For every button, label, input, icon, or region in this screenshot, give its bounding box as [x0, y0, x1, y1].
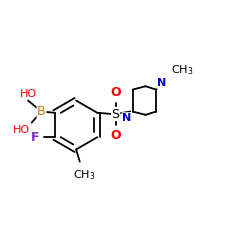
Text: O: O	[110, 86, 121, 99]
Text: N: N	[122, 113, 132, 123]
Text: B: B	[37, 105, 46, 118]
Text: N: N	[157, 78, 166, 88]
Text: S: S	[112, 108, 120, 120]
Text: CH$_3$: CH$_3$	[74, 168, 96, 181]
Text: HO: HO	[20, 88, 36, 99]
Text: CH$_3$: CH$_3$	[170, 64, 193, 77]
Text: O: O	[110, 129, 121, 142]
Text: HO: HO	[13, 124, 30, 134]
Text: F: F	[30, 131, 39, 144]
